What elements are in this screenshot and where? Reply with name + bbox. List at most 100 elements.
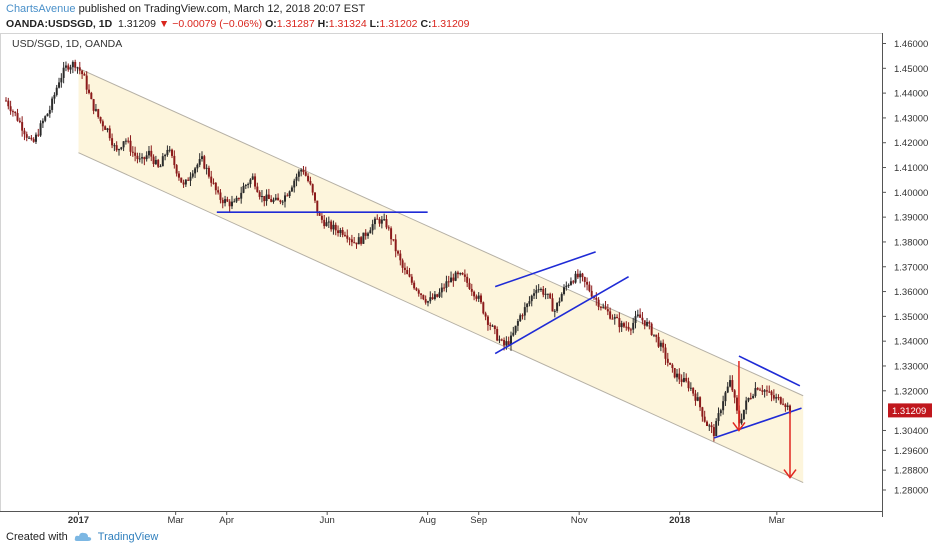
low-label: L: [369, 18, 380, 30]
candle [371, 224, 374, 231]
candle [392, 239, 395, 241]
candle [293, 180, 296, 188]
candle [433, 294, 436, 299]
candle [367, 233, 370, 236]
candle [251, 176, 254, 180]
candle [772, 395, 775, 399]
high-value: 1.31324 [328, 18, 367, 30]
candle [473, 291, 476, 297]
down-triangle-icon: ▼ [158, 18, 170, 30]
candle [122, 141, 125, 148]
candle [468, 282, 471, 289]
candle [533, 293, 536, 296]
candle [60, 77, 63, 83]
candle [34, 134, 37, 142]
author-link[interactable]: ChartsAvenue [6, 3, 76, 15]
candle [574, 273, 577, 283]
candle [316, 200, 319, 214]
candle [32, 139, 35, 142]
channel-lower-line [78, 152, 804, 484]
tradingview-brand[interactable]: TradingView [97, 531, 159, 543]
candle [334, 224, 337, 231]
candle [71, 61, 74, 68]
candle [496, 329, 499, 341]
candle [25, 134, 28, 138]
candle [461, 273, 464, 275]
candle [689, 387, 692, 389]
candle [556, 302, 559, 311]
candle [274, 197, 277, 200]
candle [719, 410, 722, 414]
candle [756, 388, 759, 390]
candle [629, 329, 632, 331]
candle [752, 395, 755, 399]
candle [399, 253, 402, 261]
candle [28, 137, 31, 139]
candle [765, 390, 768, 392]
x-tick-label: Apr [219, 515, 234, 526]
candle [138, 158, 141, 160]
candle [456, 272, 459, 275]
candle [763, 390, 766, 392]
candle [76, 67, 79, 69]
candle [581, 273, 584, 278]
candle [632, 322, 635, 330]
candle [740, 419, 743, 424]
candle [263, 196, 266, 202]
candle [390, 228, 393, 240]
y-tick-label: 1.44000 [894, 89, 928, 100]
candle [237, 197, 240, 199]
candle [521, 315, 524, 317]
candle [297, 171, 300, 177]
candle [164, 154, 167, 157]
candle [523, 307, 526, 316]
candle [558, 301, 561, 303]
x-tick-label: 2017 [68, 515, 89, 526]
candle [408, 274, 411, 277]
high-label: H: [317, 18, 329, 30]
symbol-label: OANDA:USDSGD, 1D [6, 18, 113, 30]
candle [436, 294, 439, 297]
candle [422, 294, 425, 300]
candle [602, 306, 605, 308]
candle [260, 196, 263, 198]
candle [786, 405, 789, 407]
candle [279, 200, 282, 203]
wedge-upper [494, 251, 596, 288]
candle [313, 192, 316, 201]
candle [616, 316, 619, 319]
candle [784, 404, 787, 407]
candle [221, 199, 224, 204]
y-tick-label: 1.38000 [894, 237, 928, 248]
candle [189, 176, 192, 181]
candle [99, 116, 102, 122]
candle [330, 221, 333, 230]
last-price-tag [888, 403, 932, 418]
candle [729, 380, 732, 387]
x-tick-label: Mar [769, 515, 785, 526]
open-label: O: [265, 18, 277, 30]
candle [240, 192, 243, 199]
candle [117, 149, 120, 151]
x-tick-label: Aug [419, 515, 436, 526]
candle [542, 289, 545, 295]
channel-upper-line [78, 67, 804, 397]
candle [712, 427, 715, 436]
candle [224, 199, 227, 204]
price-chart[interactable]: 1.46000 1.45000 1.44000 1.43000 1.42000 1.410… [0, 0, 932, 530]
candle [484, 313, 487, 317]
candle [212, 182, 215, 184]
candle [530, 295, 533, 302]
candle [111, 138, 114, 146]
candle [302, 169, 305, 173]
x-tick-label: Jun [320, 515, 335, 526]
candle [346, 235, 349, 239]
candle [309, 181, 312, 185]
candle [650, 323, 653, 335]
candle [81, 70, 84, 75]
candle [348, 238, 351, 240]
candle [85, 75, 88, 90]
candle [58, 82, 61, 88]
candle [463, 274, 466, 277]
candle [424, 299, 427, 303]
